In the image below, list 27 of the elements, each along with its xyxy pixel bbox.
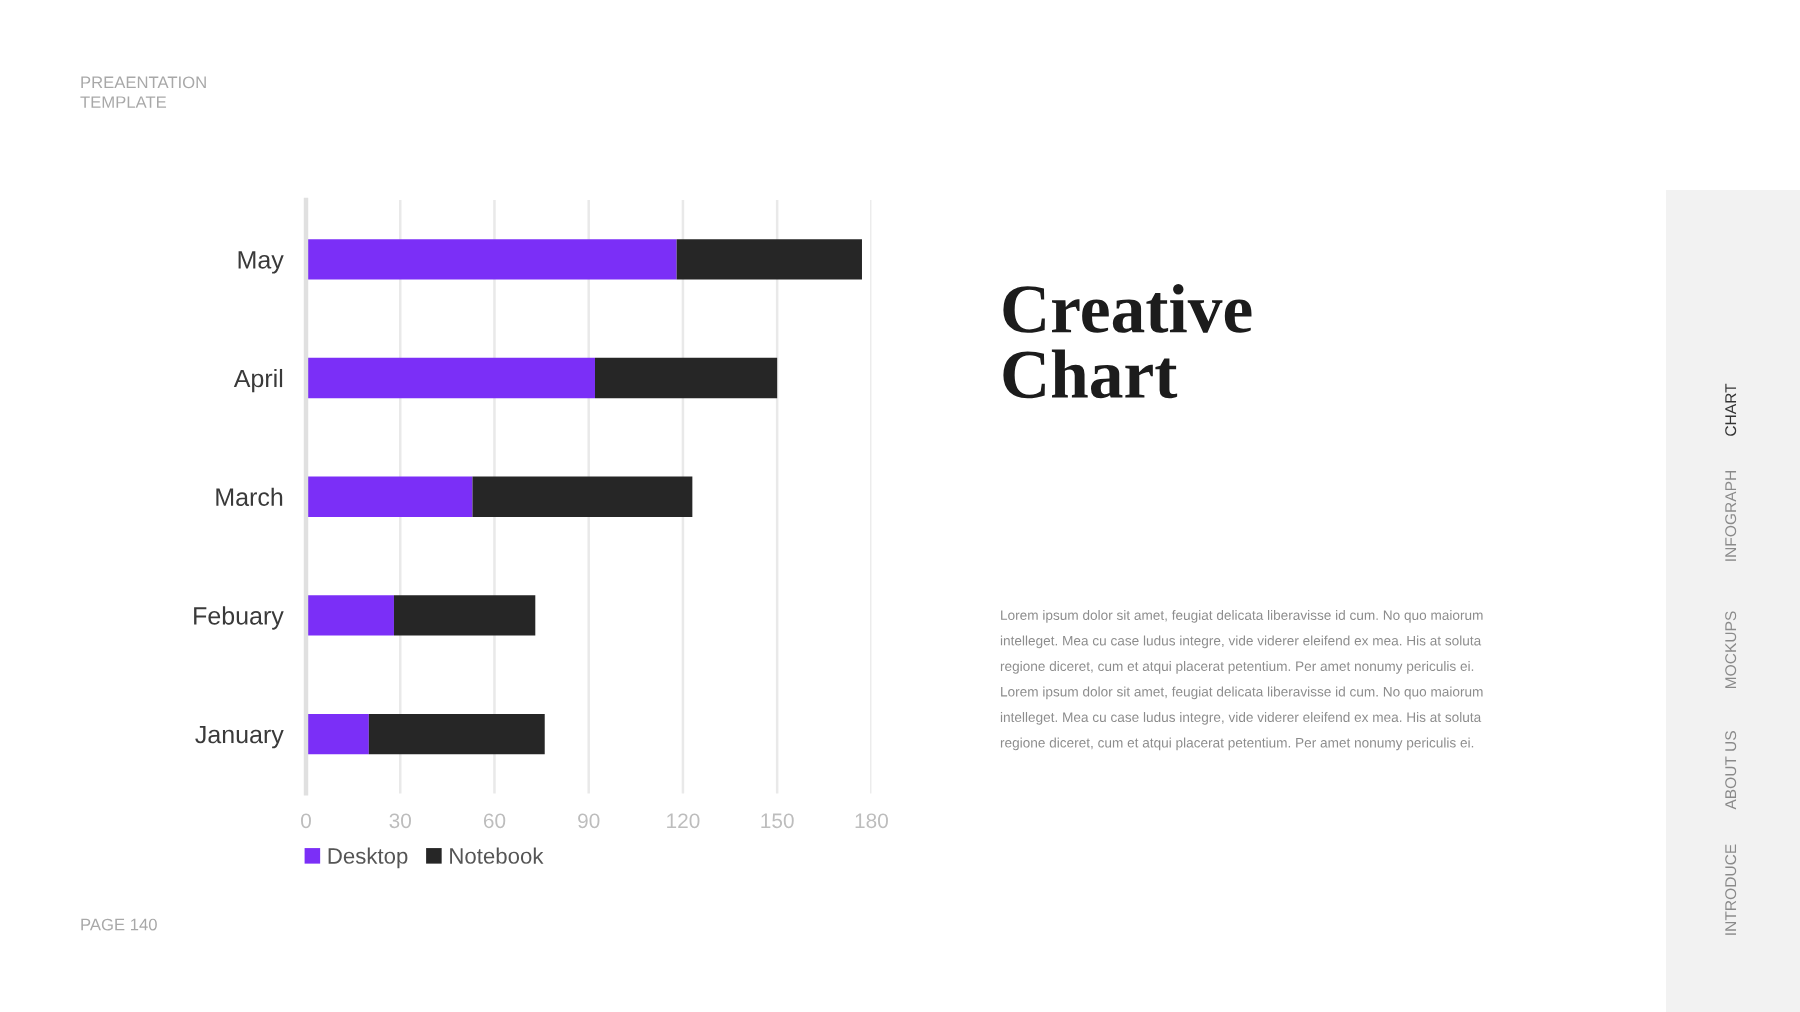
y-tick-label: March — [216, 487, 283, 506]
x-tick-label: 0 — [301, 813, 311, 829]
x-tick-label: 120 — [667, 813, 700, 829]
y-tick-label: May — [238, 251, 284, 274]
bar — [306, 357, 595, 399]
x-tick-label: 150 — [761, 813, 794, 829]
bar — [676, 239, 862, 280]
bar — [306, 595, 394, 636]
bar — [594, 357, 778, 399]
y-tick-label: Febuary — [194, 606, 284, 630]
bar — [368, 713, 545, 755]
bar — [393, 595, 536, 636]
bar — [306, 239, 677, 280]
bar — [472, 476, 693, 517]
legend-label: Desktop — [328, 847, 408, 869]
x-tick-label: 30 — [389, 813, 412, 829]
y-tick-label: April — [233, 368, 283, 393]
x-tick-label: 90 — [578, 813, 600, 829]
x-tick-label: 60 — [483, 813, 506, 829]
x-tick-label: 180 — [855, 813, 888, 829]
y-tick-label: January — [195, 725, 284, 749]
bar — [306, 476, 473, 517]
text: PREAENTATION TEMPLATE — [80, 76, 206, 108]
bar — [306, 713, 369, 755]
legend-label: Notebook — [450, 847, 544, 864]
text: Creative Chart — [1003, 284, 1252, 399]
text: PAGE 140 — [81, 918, 157, 931]
